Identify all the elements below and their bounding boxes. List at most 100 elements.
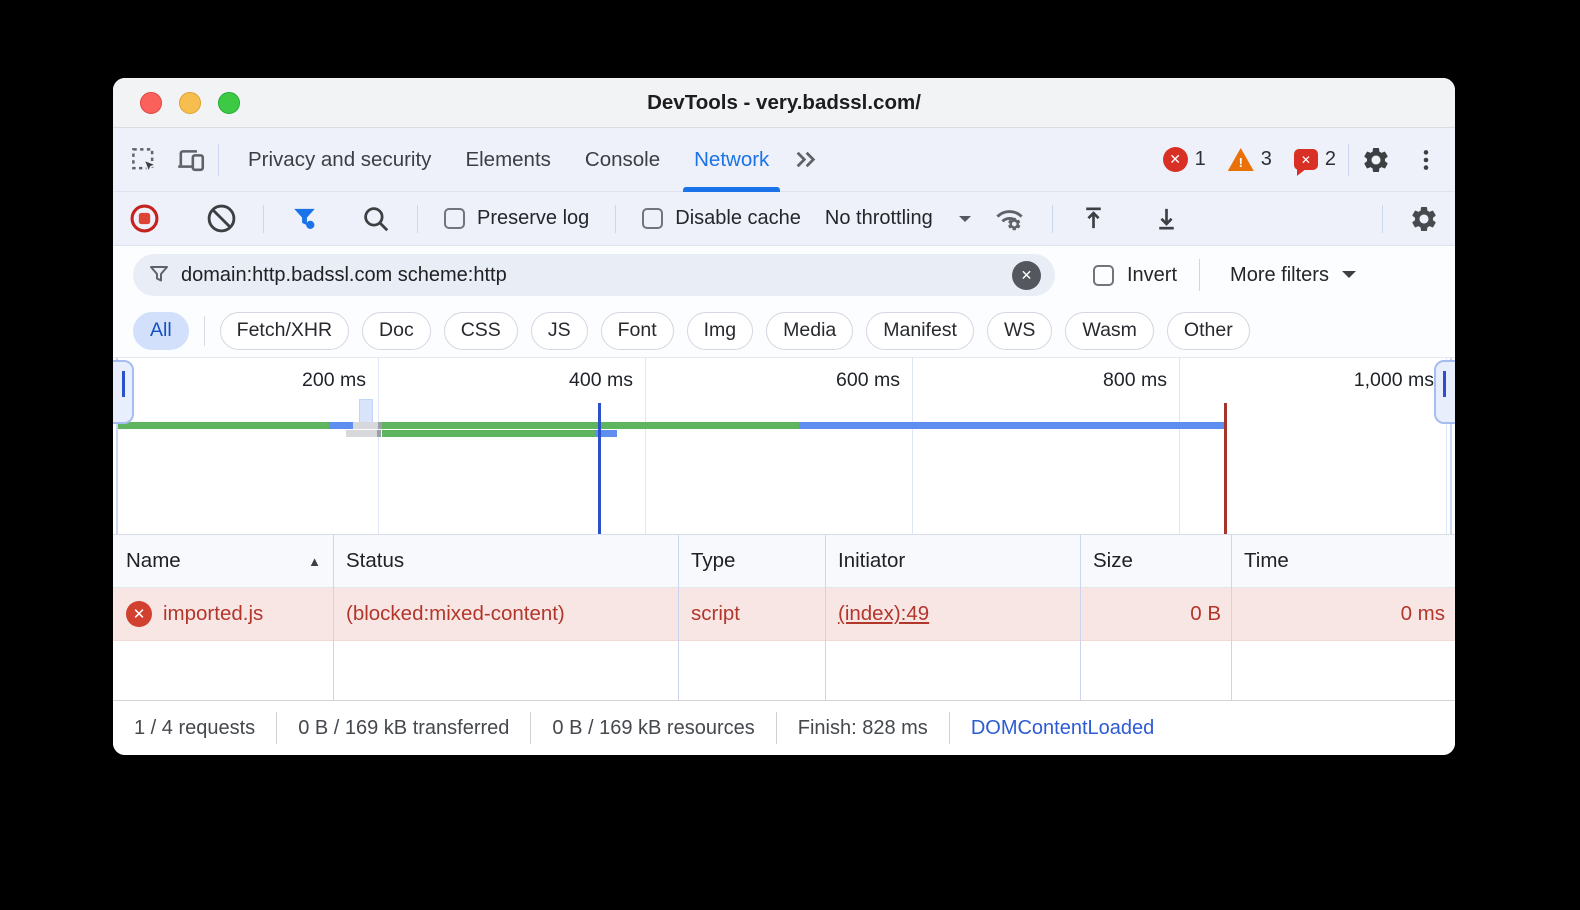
domcontentloaded-time: DOMContentLoaded xyxy=(948,712,1175,744)
divider xyxy=(263,204,264,233)
more-filters-button[interactable]: More filters xyxy=(1230,264,1356,287)
column-header-name[interactable]: Name ▲ xyxy=(126,549,321,572)
minimize-button[interactable] xyxy=(179,91,201,114)
timeline-gridline xyxy=(645,358,646,534)
filter-funnel-icon xyxy=(150,266,168,282)
device-toolbar-icon xyxy=(178,150,205,172)
error-icon: ✕ xyxy=(1162,147,1188,172)
column-header-initiator[interactable]: Initiator xyxy=(838,549,906,572)
tab-elements[interactable]: Elements xyxy=(465,147,551,171)
record-network-log-button[interactable] xyxy=(129,203,160,234)
divider xyxy=(1051,204,1053,233)
throttling-select[interactable]: No throttling xyxy=(825,207,971,230)
table-header: Name ▲ Status Type Initiator Size Time xyxy=(113,535,1455,588)
gear-icon xyxy=(1364,147,1388,172)
waterfall-bar-green xyxy=(382,422,799,429)
warning-badge[interactable]: ! 3 xyxy=(1227,148,1272,171)
filter-input[interactable] xyxy=(181,263,1002,287)
gear-icon xyxy=(1412,206,1436,231)
devtools-menu-button[interactable] xyxy=(1413,147,1439,173)
clear-filter-button[interactable]: ✕ xyxy=(1012,260,1041,290)
network-settings-button[interactable] xyxy=(1409,204,1439,234)
close-button[interactable] xyxy=(140,91,162,114)
chip-css[interactable]: CSS xyxy=(443,311,518,350)
invert-checkbox[interactable] xyxy=(1093,264,1114,286)
search-button[interactable] xyxy=(361,204,391,234)
chip-media[interactable]: Media xyxy=(766,311,854,350)
device-toolbar-button[interactable] xyxy=(175,144,206,175)
network-toolbar: Preserve log Disable cache No throttling xyxy=(113,192,1455,246)
divider xyxy=(1348,143,1349,176)
import-har-icon xyxy=(1086,207,1101,229)
preserve-log-checkbox[interactable] xyxy=(444,208,465,229)
divider xyxy=(1382,204,1383,233)
divider xyxy=(417,204,418,233)
issues-badge[interactable]: ✕ 2 xyxy=(1293,148,1336,171)
chip-js[interactable]: JS xyxy=(530,311,588,350)
import-har-button[interactable] xyxy=(1079,204,1108,233)
divider xyxy=(218,143,219,176)
timeline-tick-label: 400 ms xyxy=(569,369,633,391)
waterfall-bar-blue xyxy=(596,430,617,437)
record-icon xyxy=(130,204,159,233)
network-conditions-button[interactable] xyxy=(993,202,1026,235)
overview-handle-left[interactable] xyxy=(113,360,134,424)
more-filters-label: More filters xyxy=(1230,263,1329,286)
tab-console[interactable]: Console xyxy=(584,147,661,171)
chevron-down-icon xyxy=(1341,271,1356,285)
chip-doc[interactable]: Doc xyxy=(362,311,431,350)
devtools-window: DevTools - very.badssl.com/ Privacy and … xyxy=(113,78,1455,755)
clear-icon xyxy=(207,204,236,233)
waterfall-bar-green xyxy=(118,422,329,429)
domcontentloaded-marker-line xyxy=(598,403,601,534)
inspect-element-button[interactable] xyxy=(129,145,159,175)
chip-img[interactable]: Img xyxy=(686,311,754,350)
issue-badges: ✕ 1 ! 3 ✕ 2 xyxy=(1162,147,1336,172)
tab-network[interactable]: Network xyxy=(677,128,786,192)
request-type-cell: script xyxy=(691,602,740,625)
window-title: DevTools - very.badssl.com/ xyxy=(647,90,921,114)
filter-toggle-button[interactable] xyxy=(290,204,319,233)
chip-all[interactable]: All xyxy=(133,311,189,350)
chip-manifest[interactable]: Manifest xyxy=(866,311,974,350)
overview-right-edge xyxy=(1450,358,1452,534)
window-titlebar: DevTools - very.badssl.com/ xyxy=(113,78,1455,128)
devtools-settings-button[interactable] xyxy=(1361,145,1391,175)
overview-handle-right[interactable] xyxy=(1434,360,1455,424)
timeline-gridline xyxy=(1179,358,1180,534)
column-header-status[interactable]: Status xyxy=(346,549,405,572)
timeline-canvas[interactable]: 200 ms 400 ms 600 ms 800 ms 1,000 ms xyxy=(113,358,1455,534)
export-har-button[interactable] xyxy=(1152,204,1181,233)
column-header-time[interactable]: Time xyxy=(1244,549,1289,572)
chip-other[interactable]: Other xyxy=(1166,311,1250,350)
timeline-tick-label: 800 ms xyxy=(1103,369,1167,391)
requests-summary: 1 / 4 requests xyxy=(134,716,256,739)
initiator-link[interactable]: (index):49 xyxy=(838,602,930,625)
waterfall-bar-green xyxy=(382,430,596,437)
chip-wasm[interactable]: Wasm xyxy=(1065,311,1154,350)
clear-network-log-button[interactable] xyxy=(206,203,237,234)
zoom-button[interactable] xyxy=(218,91,240,114)
column-header-size[interactable]: Size xyxy=(1093,549,1133,572)
status-bar: 1 / 4 requests 0 B / 169 kB transferred … xyxy=(113,700,1455,755)
inspect-icon xyxy=(132,147,154,169)
timeline-tick-label: 200 ms xyxy=(302,369,366,391)
tab-privacy-and-security[interactable]: Privacy and security xyxy=(248,147,432,171)
more-tabs-button[interactable] xyxy=(792,146,819,173)
filter-field[interactable]: ✕ xyxy=(133,254,1055,296)
sort-ascending-icon: ▲ xyxy=(308,553,321,569)
disable-cache-checkbox[interactable] xyxy=(642,208,664,229)
request-time-cell: 0 ms xyxy=(1400,602,1445,625)
network-overview: 200 ms 400 ms 600 ms 800 ms 1,000 ms xyxy=(113,358,1455,535)
wifi-gear-icon xyxy=(996,210,1023,231)
column-header-type[interactable]: Type xyxy=(691,549,736,572)
request-type-filters: All Fetch/XHR Doc CSS JS Font Img Media … xyxy=(113,304,1455,358)
chip-ws[interactable]: WS xyxy=(986,311,1053,350)
chip-font[interactable]: Font xyxy=(600,311,674,350)
error-badge[interactable]: ✕ 1 xyxy=(1162,147,1206,172)
issues-icon: ✕ xyxy=(1293,149,1318,170)
chevron-down-icon xyxy=(958,215,971,228)
request-row[interactable]: ✕ imported.js (blocked:mixed-content) sc… xyxy=(113,588,1455,641)
chip-fetch-xhr[interactable]: Fetch/XHR xyxy=(219,311,350,350)
request-status-cell: (blocked:mixed-content) xyxy=(346,602,565,625)
